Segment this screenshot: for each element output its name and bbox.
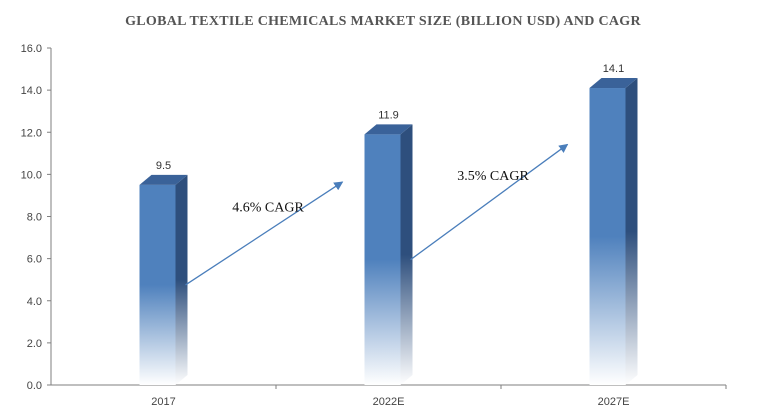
- cagr-label: 3.5% CAGR: [457, 169, 529, 184]
- x-tick-label: 2027E: [598, 396, 630, 408]
- y-tick-label: 12.0: [21, 127, 42, 139]
- cagr-arrow: [185, 181, 344, 286]
- bar-front: [589, 88, 626, 386]
- bar-side: [625, 78, 638, 386]
- cagr-label: 4.6% CAGR: [232, 200, 304, 215]
- data-label: 14.1: [603, 63, 624, 75]
- y-tick-label: 16.0: [21, 43, 42, 55]
- chart-title: GLOBAL TEXTILE CHEMICALS MARKET SIZE (BI…: [125, 14, 641, 29]
- y-tick-label: 6.0: [27, 254, 42, 266]
- bar-side: [400, 124, 413, 385]
- y-tick-label: 4.0: [27, 296, 42, 308]
- bar-top: [139, 174, 188, 185]
- bar: [139, 174, 188, 385]
- y-tick-label: 0.0: [27, 380, 42, 392]
- bar: [589, 78, 638, 386]
- x-tick-label: 2022E: [373, 396, 405, 408]
- y-tick-label: 10.0: [21, 169, 42, 181]
- bar-front: [139, 184, 176, 385]
- bar-side: [175, 174, 188, 385]
- y-tick-label: 14.0: [21, 85, 42, 97]
- y-tick-label: 8.0: [27, 212, 42, 224]
- bar-top: [589, 78, 638, 89]
- y-tick-label: 2.0: [27, 338, 42, 350]
- bar-front: [364, 134, 401, 385]
- data-label: 11.9: [378, 109, 399, 121]
- data-label: 9.5: [156, 160, 171, 172]
- bar: [364, 124, 413, 385]
- cagr-arrow: [410, 143, 569, 261]
- x-tick-label: 2017: [151, 396, 175, 408]
- bar-top: [364, 124, 413, 135]
